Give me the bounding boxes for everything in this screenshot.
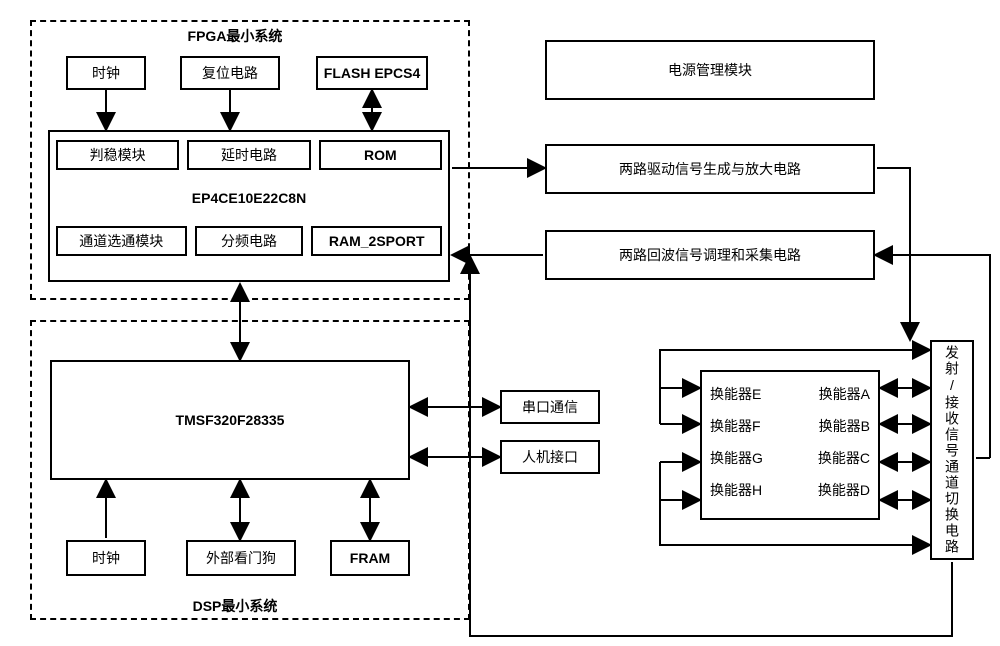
echo-circuit: 两路回波信号调理和采集电路 — [545, 230, 875, 280]
dsp-fram: FRAM — [330, 540, 410, 576]
transducer-h: 换能器H — [710, 480, 762, 500]
fpga-channel-label: 通道选通模块 — [79, 231, 163, 251]
fpga-stable: 判稳模块 — [56, 140, 179, 170]
transducer-e: 换能器E — [710, 384, 761, 404]
dsp-fram-label: FRAM — [350, 550, 390, 566]
power-module: 电源管理模块 — [545, 40, 875, 100]
dsp-watchdog-label: 外部看门狗 — [206, 548, 276, 568]
fpga-delay: 延时电路 — [187, 140, 310, 170]
fpga-stable-label: 判稳模块 — [90, 145, 146, 165]
power-module-label: 电源管理模块 — [668, 60, 752, 80]
fpga-ram-label: RAM_2SPORT — [329, 233, 425, 249]
fpga-rom-label: ROM — [364, 147, 397, 163]
drive-circuit-label: 两路驱动信号生成与放大电路 — [619, 159, 801, 179]
dsp-clock-label: 时钟 — [92, 548, 120, 568]
hmi-label: 人机接口 — [522, 447, 578, 467]
fpga-channel: 通道选通模块 — [56, 226, 187, 256]
serial-comm: 串口通信 — [500, 390, 600, 424]
serial-comm-label: 串口通信 — [522, 397, 578, 417]
dsp-chip: TMSF320F28335 — [50, 360, 410, 480]
transducer-a: 换能器A — [819, 384, 870, 404]
fpga-delay-label: 延时电路 — [221, 145, 277, 165]
fpga-flash-label: FLASH EPCS4 — [324, 65, 420, 81]
echo-circuit-label: 两路回波信号调理和采集电路 — [619, 245, 801, 265]
dsp-watchdog: 外部看门狗 — [186, 540, 296, 576]
dsp-title: DSP最小系统 — [170, 596, 300, 616]
transducer-box: 换能器E 换能器A 换能器F 换能器B 换能器G 换能器C 换能器H 换能器D — [700, 370, 880, 520]
transducer-b: 换能器B — [819, 416, 870, 436]
switch-circuit-label: 发射/接收信号通道切换电路 — [942, 345, 962, 555]
switch-circuit: 发射/接收信号通道切换电路 — [930, 340, 974, 560]
hmi: 人机接口 — [500, 440, 600, 474]
fpga-reset-label: 复位电路 — [202, 63, 258, 83]
dsp-clock: 时钟 — [66, 540, 146, 576]
fpga-chip: 判稳模块 延时电路 ROM EP4CE10E22C8N 通道选通模块 分频电路 … — [48, 130, 450, 282]
fpga-title: FPGA最小系统 — [170, 26, 300, 46]
fpga-rom: ROM — [319, 140, 442, 170]
fpga-divider: 分频电路 — [195, 226, 304, 256]
transducer-c: 换能器C — [818, 448, 870, 468]
fpga-ram: RAM_2SPORT — [311, 226, 442, 256]
transducer-d: 换能器D — [818, 480, 870, 500]
fpga-clock-label: 时钟 — [92, 63, 120, 83]
drive-circuit: 两路驱动信号生成与放大电路 — [545, 144, 875, 194]
transducer-f: 换能器F — [710, 416, 761, 436]
dsp-chip-label: TMSF320F28335 — [176, 412, 285, 428]
fpga-chip-label: EP4CE10E22C8N — [50, 190, 448, 206]
fpga-divider-label: 分频电路 — [221, 231, 277, 251]
fpga-reset: 复位电路 — [180, 56, 280, 90]
fpga-clock: 时钟 — [66, 56, 146, 90]
fpga-flash: FLASH EPCS4 — [316, 56, 428, 90]
transducer-g: 换能器G — [710, 448, 763, 468]
